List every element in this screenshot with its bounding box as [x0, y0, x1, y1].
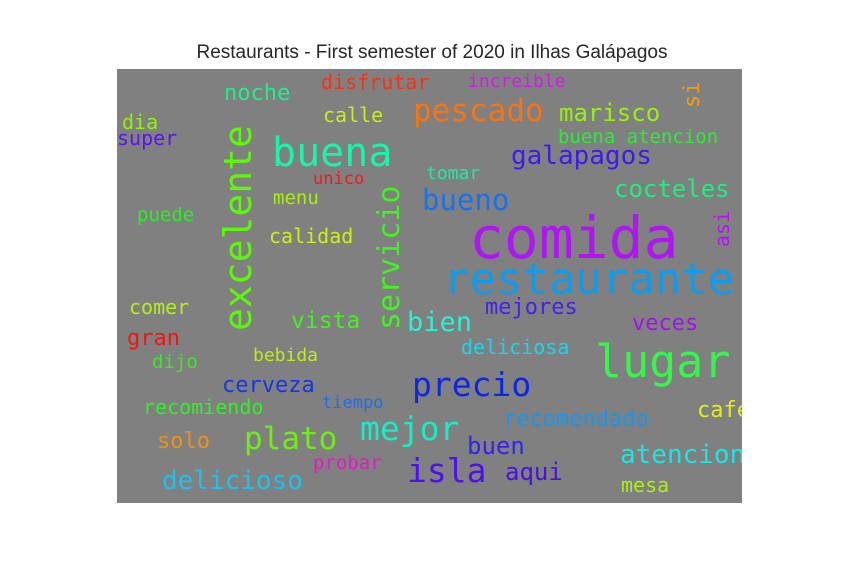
word-si: si: [680, 81, 705, 109]
word-gran: gran: [127, 326, 180, 351]
word-cocteles: cocteles: [614, 175, 730, 203]
word-atencion: atencion: [620, 440, 742, 470]
word-mejor: mejor: [360, 409, 460, 448]
word-buena: buena: [272, 130, 393, 176]
word-deliciosa: deliciosa: [461, 335, 570, 359]
word-marisco: marisco: [559, 99, 661, 127]
word-probar: probar: [313, 452, 382, 474]
word-calle: calle: [323, 103, 384, 127]
word-pescado: pescado: [413, 93, 544, 129]
word-excelente: excelente: [216, 125, 260, 331]
word-delicioso: delicioso: [162, 466, 303, 496]
word-recomiendo: recomiendo: [143, 395, 264, 419]
word-increible: increible: [468, 71, 566, 92]
word-cafe: cafe: [697, 398, 742, 423]
word-disfrutar: disfrutar: [321, 70, 430, 94]
chart-title: Restaurants - First semester of 2020 in …: [196, 42, 668, 63]
word-veces: veces: [632, 311, 699, 336]
word-bien: bien: [407, 307, 473, 338]
word-bueno: bueno: [422, 183, 510, 217]
word-super: super: [117, 126, 178, 150]
word-mesa: mesa: [621, 473, 670, 497]
word-dijo: dijo: [152, 351, 198, 373]
word-comer: comer: [129, 295, 190, 319]
word-dia: dia: [122, 110, 159, 134]
word-recomendado: recomendado: [503, 407, 649, 432]
word-menu: menu: [273, 187, 319, 209]
word-aqui: aqui: [505, 458, 563, 486]
word-vista: vista: [291, 308, 361, 334]
word-galapagos: galapagos: [511, 141, 652, 171]
word-asi: asi: [710, 210, 734, 247]
word-lugar: lugar: [595, 335, 731, 388]
word-tiempo: tiempo: [322, 393, 384, 413]
word-buena-atencion: buena atencion: [558, 126, 719, 148]
word-noche: noche: [224, 81, 291, 106]
word-mejores: mejores: [485, 295, 578, 320]
word-unico: unico: [313, 169, 365, 189]
word-plato: plato: [244, 421, 338, 457]
word-puede: puede: [137, 204, 195, 226]
word-servicio: servicio: [372, 185, 407, 331]
word-isla: isla: [407, 451, 487, 490]
word-calidad: calidad: [269, 224, 354, 248]
word-comida: comida: [469, 204, 679, 272]
word-restaurante: restaurante: [443, 254, 735, 305]
word-bebida: bebida: [253, 345, 319, 366]
word-precio: precio: [412, 365, 532, 404]
word-buen: buen: [467, 432, 525, 460]
word-cerveza: cerveza: [222, 373, 315, 398]
word-tomar: tomar: [426, 163, 481, 184]
word-cloud: comida restaurante excelente servicio buena l…: [117, 69, 742, 503]
word-solo: solo: [157, 429, 210, 454]
